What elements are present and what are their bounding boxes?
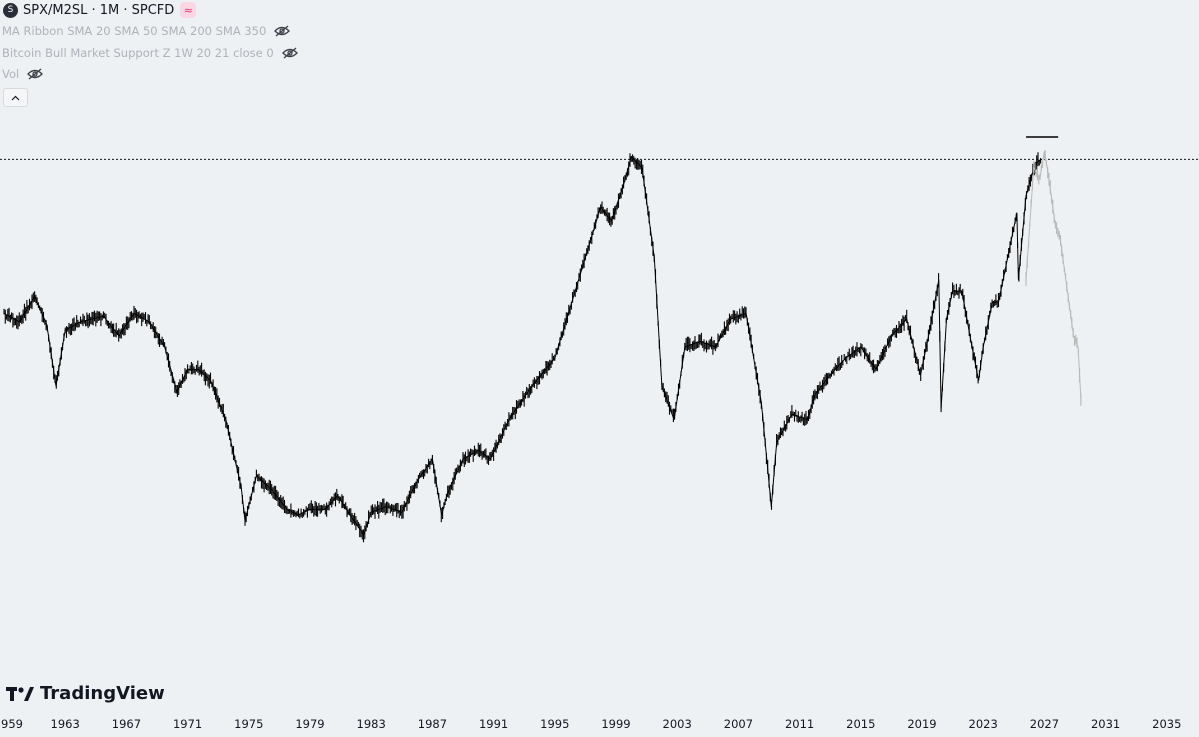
indicator-row-bitcoin-bull[interactable]: Bitcoin Bull Market Support Z 1W 20 21 c…	[2, 46, 298, 60]
x-tick-label: 2027	[1029, 717, 1060, 731]
x-tick-label: 2031	[1090, 717, 1121, 731]
x-tick-label: 2019	[907, 717, 937, 731]
x-tick-label: 2035	[1152, 717, 1182, 731]
logo-text: TradingView	[40, 683, 165, 704]
x-tick-label: 2011	[784, 717, 815, 731]
legend-title-row[interactable]: S SPX/M2SL · 1M · SPCFD ≈	[3, 2, 197, 18]
x-tick-label: 1979	[295, 717, 325, 731]
series-line	[1025, 150, 1082, 404]
wave-badge-icon[interactable]: ≈	[180, 2, 197, 18]
eye-crossed-icon[interactable]	[27, 68, 44, 80]
x-tick-label: 1995	[540, 717, 570, 731]
series-group	[3, 150, 1082, 543]
chevron-up-icon	[11, 95, 20, 100]
eye-crossed-icon[interactable]	[281, 47, 298, 59]
tradingview-logo-icon	[6, 686, 34, 701]
eye-crossed-icon[interactable]	[274, 25, 291, 37]
x-tick-label: 1975	[234, 717, 264, 731]
indicator-label: Vol	[2, 67, 20, 81]
x-tick-label: 959	[1, 717, 23, 731]
x-tick-label: 1991	[478, 717, 509, 731]
x-tick-label: 1987	[417, 717, 448, 731]
indicator-label: MA Ribbon SMA 20 SMA 50 SMA 200 SMA 350	[2, 24, 267, 38]
x-tick-label: 2007	[723, 717, 754, 731]
indicator-row-vol[interactable]: Vol	[2, 67, 44, 81]
series-projection	[1025, 150, 1082, 406]
x-tick-label: 2015	[846, 717, 876, 731]
x-tick-label: 1967	[111, 717, 142, 731]
collapse-legend-button[interactable]	[3, 88, 28, 107]
indicator-row-ma-ribbon[interactable]: MA Ribbon SMA 20 SMA 50 SMA 200 SMA 350	[2, 24, 291, 38]
symbol-icon: S	[3, 2, 18, 18]
legend-title: SPX/M2SL · 1M · SPCFD	[23, 2, 175, 18]
x-tick-label: 2023	[968, 717, 998, 731]
x-tick-label: 1999	[601, 717, 631, 731]
series-spx-m2sl	[3, 152, 1042, 543]
x-tick-label: 1963	[50, 717, 80, 731]
tradingview-logo[interactable]: TradingView	[6, 683, 165, 704]
x-tick-label: 2003	[662, 717, 692, 731]
x-tick-label: 1983	[356, 717, 386, 731]
indicator-label: Bitcoin Bull Market Support Z 1W 20 21 c…	[2, 46, 274, 60]
x-tick-label: 1971	[172, 717, 203, 731]
